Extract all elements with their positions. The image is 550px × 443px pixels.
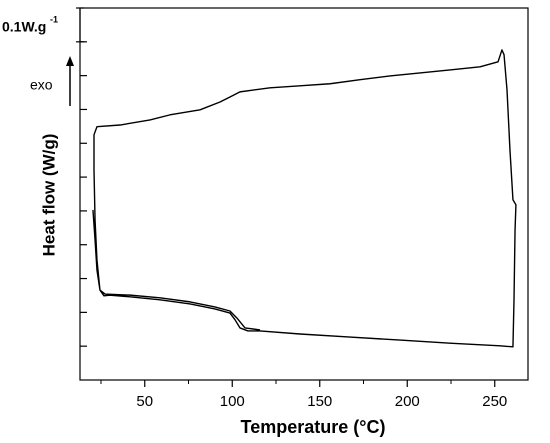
- scale-bar-label: 0.1W.g: [2, 19, 46, 35]
- y-axis-label: Heat flow (W/g): [39, 134, 58, 257]
- x-tick-label: 150: [307, 393, 332, 410]
- plot-frame: [79, 7, 529, 381]
- exo-label: exo: [30, 77, 53, 93]
- x-axis-label: Temperature (°C): [241, 417, 386, 437]
- x-tick-label: 200: [395, 393, 420, 410]
- scale-bar-label-superscript: -1: [50, 14, 58, 24]
- x-tick-label: 100: [220, 393, 245, 410]
- x-tick-label: 50: [136, 393, 153, 410]
- heat-flow-curve: [92, 49, 517, 348]
- x-tick-label: 250: [482, 393, 507, 410]
- exo-arrow-head: [66, 56, 74, 66]
